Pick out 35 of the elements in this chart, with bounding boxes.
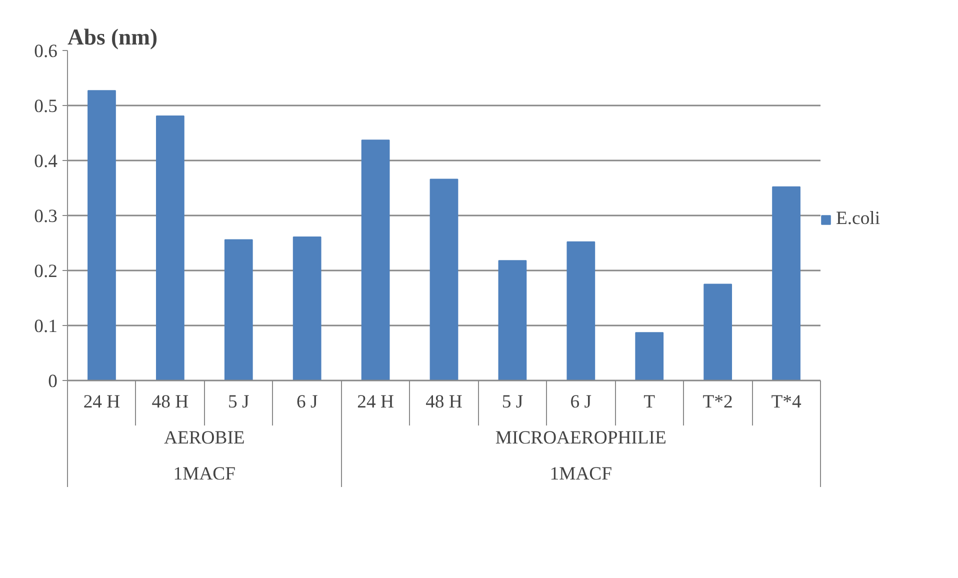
x-tick-label: 24 H — [83, 392, 120, 412]
bar — [156, 115, 184, 380]
legend-label: E.coli — [836, 208, 880, 230]
x-tick-label: T — [644, 392, 656, 412]
x-tick-label: 5 J — [502, 392, 524, 412]
bar — [498, 260, 527, 380]
bar — [635, 332, 664, 380]
text: 1MACF — [550, 464, 612, 484]
y-tick-label: 0.4 — [34, 151, 58, 172]
x-tick-label: 24 H — [357, 392, 394, 412]
y-tick-label: 0.1 — [34, 316, 58, 337]
y-tick-label: 0.5 — [34, 96, 58, 117]
y-tick-label: 0 — [48, 371, 58, 392]
bar — [224, 239, 253, 380]
bar — [566, 241, 596, 380]
y-axis-title: Abs (nm) — [68, 24, 158, 50]
x-tick-label: 48 H — [426, 392, 462, 412]
x-tick-label: T*2 — [702, 392, 733, 412]
y-tick-label: 0.3 — [34, 206, 58, 227]
bar — [361, 140, 390, 380]
bar — [772, 186, 800, 380]
bar — [430, 178, 458, 380]
bar — [88, 90, 116, 380]
text: AEROBIE — [164, 428, 245, 448]
y-tick-label: 0.2 — [34, 261, 58, 282]
bar — [704, 284, 732, 380]
text: MICROAEROPHILIE — [495, 428, 666, 448]
y-tick-label: 0.6 — [34, 41, 58, 62]
x-tick-label: T*4 — [771, 392, 802, 412]
text: 1MACF — [173, 464, 236, 484]
bar — [292, 236, 322, 380]
x-tick-label: 6 J — [296, 392, 318, 412]
x-tick-label: 5 J — [228, 392, 250, 412]
x-tick-label: 6 J — [570, 392, 592, 412]
x-tick-label: 48 H — [152, 392, 189, 412]
